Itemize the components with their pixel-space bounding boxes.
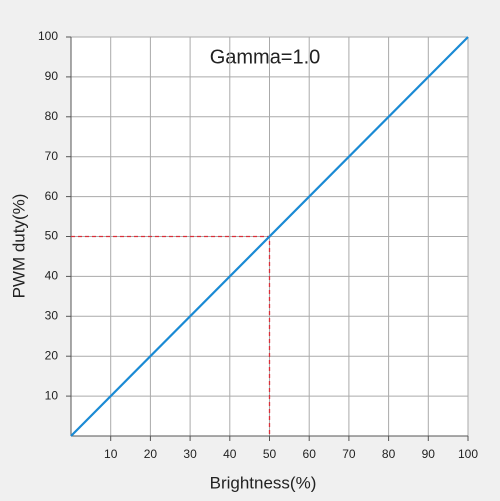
y-tick-label: 100	[38, 29, 58, 43]
x-tick-label: 70	[342, 447, 356, 461]
y-tick-label: 10	[45, 388, 59, 402]
y-tick-label: 90	[45, 69, 59, 83]
x-tick-label: 60	[303, 447, 317, 461]
x-tick-label: 90	[422, 447, 436, 461]
x-tick-label: 10	[104, 447, 118, 461]
x-tick-label: 20	[144, 447, 158, 461]
y-axis-label: PWM duty(%)	[9, 194, 28, 299]
x-tick-label: 100	[458, 447, 478, 461]
x-tick-label: 30	[183, 447, 197, 461]
x-tick-label: 50	[263, 447, 277, 461]
y-tick-label: 50	[45, 229, 59, 243]
y-tick-label: 20	[45, 348, 59, 362]
y-tick-label: 80	[45, 109, 59, 123]
y-tick-label: 60	[45, 189, 59, 203]
x-axis-label: Brightness(%)	[210, 473, 317, 492]
annotation: Gamma=1.0	[210, 46, 321, 68]
x-tick-label: 40	[223, 447, 237, 461]
x-tick-label: 80	[382, 447, 396, 461]
y-tick-label: 30	[45, 308, 59, 322]
data-line	[70, 36, 469, 437]
y-tick-label: 40	[45, 269, 59, 283]
y-tick-label: 70	[45, 149, 59, 163]
